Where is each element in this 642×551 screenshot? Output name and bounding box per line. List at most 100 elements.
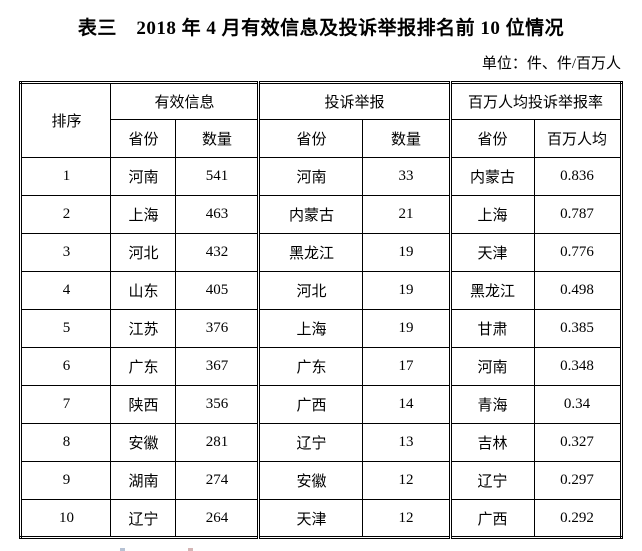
rate-value-cell: 0.297 xyxy=(533,461,622,500)
rate-value-cell: 0.327 xyxy=(533,423,622,462)
complaint-province-cell: 河北 xyxy=(257,271,364,310)
info-province-cell: 湖南 xyxy=(110,461,177,500)
rate-value-cell: 0.836 xyxy=(533,157,622,196)
complaint-province-cell: 广西 xyxy=(257,385,364,424)
unit-label: 单位：件、件/百万人 xyxy=(481,56,621,72)
info-count-cell: 463 xyxy=(175,195,260,234)
complaint-count-cell: 19 xyxy=(362,271,451,310)
clipped-text-fragment xyxy=(188,548,193,551)
rank-cell: 2 xyxy=(20,195,112,234)
rank-cell: 4 xyxy=(20,271,112,310)
rank-cell: 7 xyxy=(20,385,112,424)
complaint-count-cell: 17 xyxy=(362,347,451,386)
table-row: 5 江苏 376 上海 19 甘肃 0.385 xyxy=(20,309,622,348)
complaint-province-cell: 黑龙江 xyxy=(257,233,364,272)
table-row: 6 广东 367 广东 17 河南 0.348 xyxy=(20,347,622,386)
complaint-province-cell: 河南 xyxy=(257,157,364,196)
complaint-count-cell: 33 xyxy=(362,157,451,196)
rank-cell: 1 xyxy=(20,157,112,196)
rate-province-cell: 上海 xyxy=(448,195,535,234)
table-body: 1 河南 541 河南 33 内蒙古 0.836 2 上海 463 内蒙古 21 上海 0.787 3 河北 4… xyxy=(20,157,622,538)
complaint-count-cell: 12 xyxy=(362,499,451,538)
rate-value-cell: 0.385 xyxy=(533,309,622,348)
info-province-cell: 陕西 xyxy=(110,385,177,424)
rate-province-cell: 吉林 xyxy=(448,423,535,462)
subheader-complaint-count: 数量 xyxy=(362,119,451,158)
clipped-text-fragment xyxy=(120,548,125,551)
table-row: 7 陕西 356 广西 14 青海 0.34 xyxy=(20,385,622,424)
info-count-cell: 541 xyxy=(175,157,260,196)
rate-province-cell: 天津 xyxy=(448,233,535,272)
rate-value-cell: 0.292 xyxy=(533,499,622,538)
table-row: 2 上海 463 内蒙古 21 上海 0.787 xyxy=(20,195,622,234)
subheader-rate-value: 百万人均 xyxy=(533,119,622,158)
complaint-count-cell: 21 xyxy=(362,195,451,234)
rank-cell: 9 xyxy=(20,461,112,500)
info-province-cell: 辽宁 xyxy=(110,499,177,538)
rate-province-cell: 黑龙江 xyxy=(448,271,535,310)
complaint-count-cell: 19 xyxy=(362,309,451,348)
info-province-cell: 上海 xyxy=(110,195,177,234)
table-title: 表三 2018 年 4 月有效信息及投诉举报排名前 10 位情况 xyxy=(77,18,565,39)
info-count-cell: 281 xyxy=(175,423,260,462)
complaint-province-cell: 天津 xyxy=(257,499,364,538)
rank-header-cell: 排序 xyxy=(20,82,112,158)
table-row: 10 辽宁 264 天津 12 广西 0.292 xyxy=(20,499,622,538)
rate-province-cell: 甘肃 xyxy=(448,309,535,348)
complaint-province-cell: 辽宁 xyxy=(257,423,364,462)
info-province-cell: 山东 xyxy=(110,271,177,310)
complaint-count-cell: 13 xyxy=(362,423,451,462)
complaint-province-cell: 内蒙古 xyxy=(257,195,364,234)
table-row: 1 河南 541 河南 33 内蒙古 0.836 xyxy=(20,157,622,196)
rate-province-cell: 内蒙古 xyxy=(448,157,535,196)
subheader-complaint-province: 省份 xyxy=(257,119,364,158)
complaint-count-cell: 19 xyxy=(362,233,451,272)
group-header-complaints: 投诉举报 xyxy=(257,82,451,120)
info-province-cell: 河南 xyxy=(110,157,177,196)
rank-cell: 3 xyxy=(20,233,112,272)
info-province-cell: 江苏 xyxy=(110,309,177,348)
rate-value-cell: 0.348 xyxy=(533,347,622,386)
info-count-cell: 405 xyxy=(175,271,260,310)
info-count-cell: 264 xyxy=(175,499,260,538)
info-count-cell: 356 xyxy=(175,385,260,424)
subheader-rate-province: 省份 xyxy=(448,119,535,158)
table-row: 3 河北 432 黑龙江 19 天津 0.776 xyxy=(20,233,622,272)
rate-value-cell: 0.787 xyxy=(533,195,622,234)
rate-province-cell: 河南 xyxy=(448,347,535,386)
rate-province-cell: 广西 xyxy=(448,499,535,538)
group-header-valid-info: 有效信息 xyxy=(110,82,260,120)
complaint-province-cell: 安徽 xyxy=(257,461,364,500)
info-count-cell: 376 xyxy=(175,309,260,348)
info-count-cell: 274 xyxy=(175,461,260,500)
rank-cell: 8 xyxy=(20,423,112,462)
rate-province-cell: 辽宁 xyxy=(448,461,535,500)
rate-province-cell: 青海 xyxy=(448,385,535,424)
info-count-cell: 432 xyxy=(175,233,260,272)
rank-cell: 10 xyxy=(20,499,112,538)
ranking-table: 排序 有效信息 投诉举报 百万人均投诉举报率 省份 数量 省份 数量 省份 百万… xyxy=(19,81,623,539)
rank-cell: 5 xyxy=(20,309,112,348)
subheader-info-count: 数量 xyxy=(175,119,260,158)
complaint-count-cell: 12 xyxy=(362,461,451,500)
header-row-groups: 排序 有效信息 投诉举报 百万人均投诉举报率 xyxy=(20,82,622,158)
table-header: 排序 有效信息 投诉举报 百万人均投诉举报率 省份 数量 省份 数量 省份 百万… xyxy=(20,82,622,158)
table-row: 4 山东 405 河北 19 黑龙江 0.498 xyxy=(20,271,622,310)
header-row-subcolumns: 省份 数量 省份 数量 省份 百万人均 xyxy=(21,119,622,158)
table-row: 8 安徽 281 辽宁 13 吉林 0.327 xyxy=(20,423,622,462)
rank-cell: 6 xyxy=(20,347,112,386)
info-province-cell: 广东 xyxy=(110,347,177,386)
rate-value-cell: 0.498 xyxy=(533,271,622,310)
info-province-cell: 河北 xyxy=(110,233,177,272)
complaint-count-cell: 14 xyxy=(362,385,451,424)
table-row: 9 湖南 274 安徽 12 辽宁 0.297 xyxy=(20,461,622,500)
rate-value-cell: 0.34 xyxy=(533,385,622,424)
info-count-cell: 367 xyxy=(175,347,260,386)
complaint-province-cell: 上海 xyxy=(257,309,364,348)
subheader-info-province: 省份 xyxy=(110,119,177,158)
complaint-province-cell: 广东 xyxy=(257,347,364,386)
group-header-per-million-rate: 百万人均投诉举报率 xyxy=(448,82,622,120)
rate-value-cell: 0.776 xyxy=(533,233,622,272)
info-province-cell: 安徽 xyxy=(110,423,177,462)
